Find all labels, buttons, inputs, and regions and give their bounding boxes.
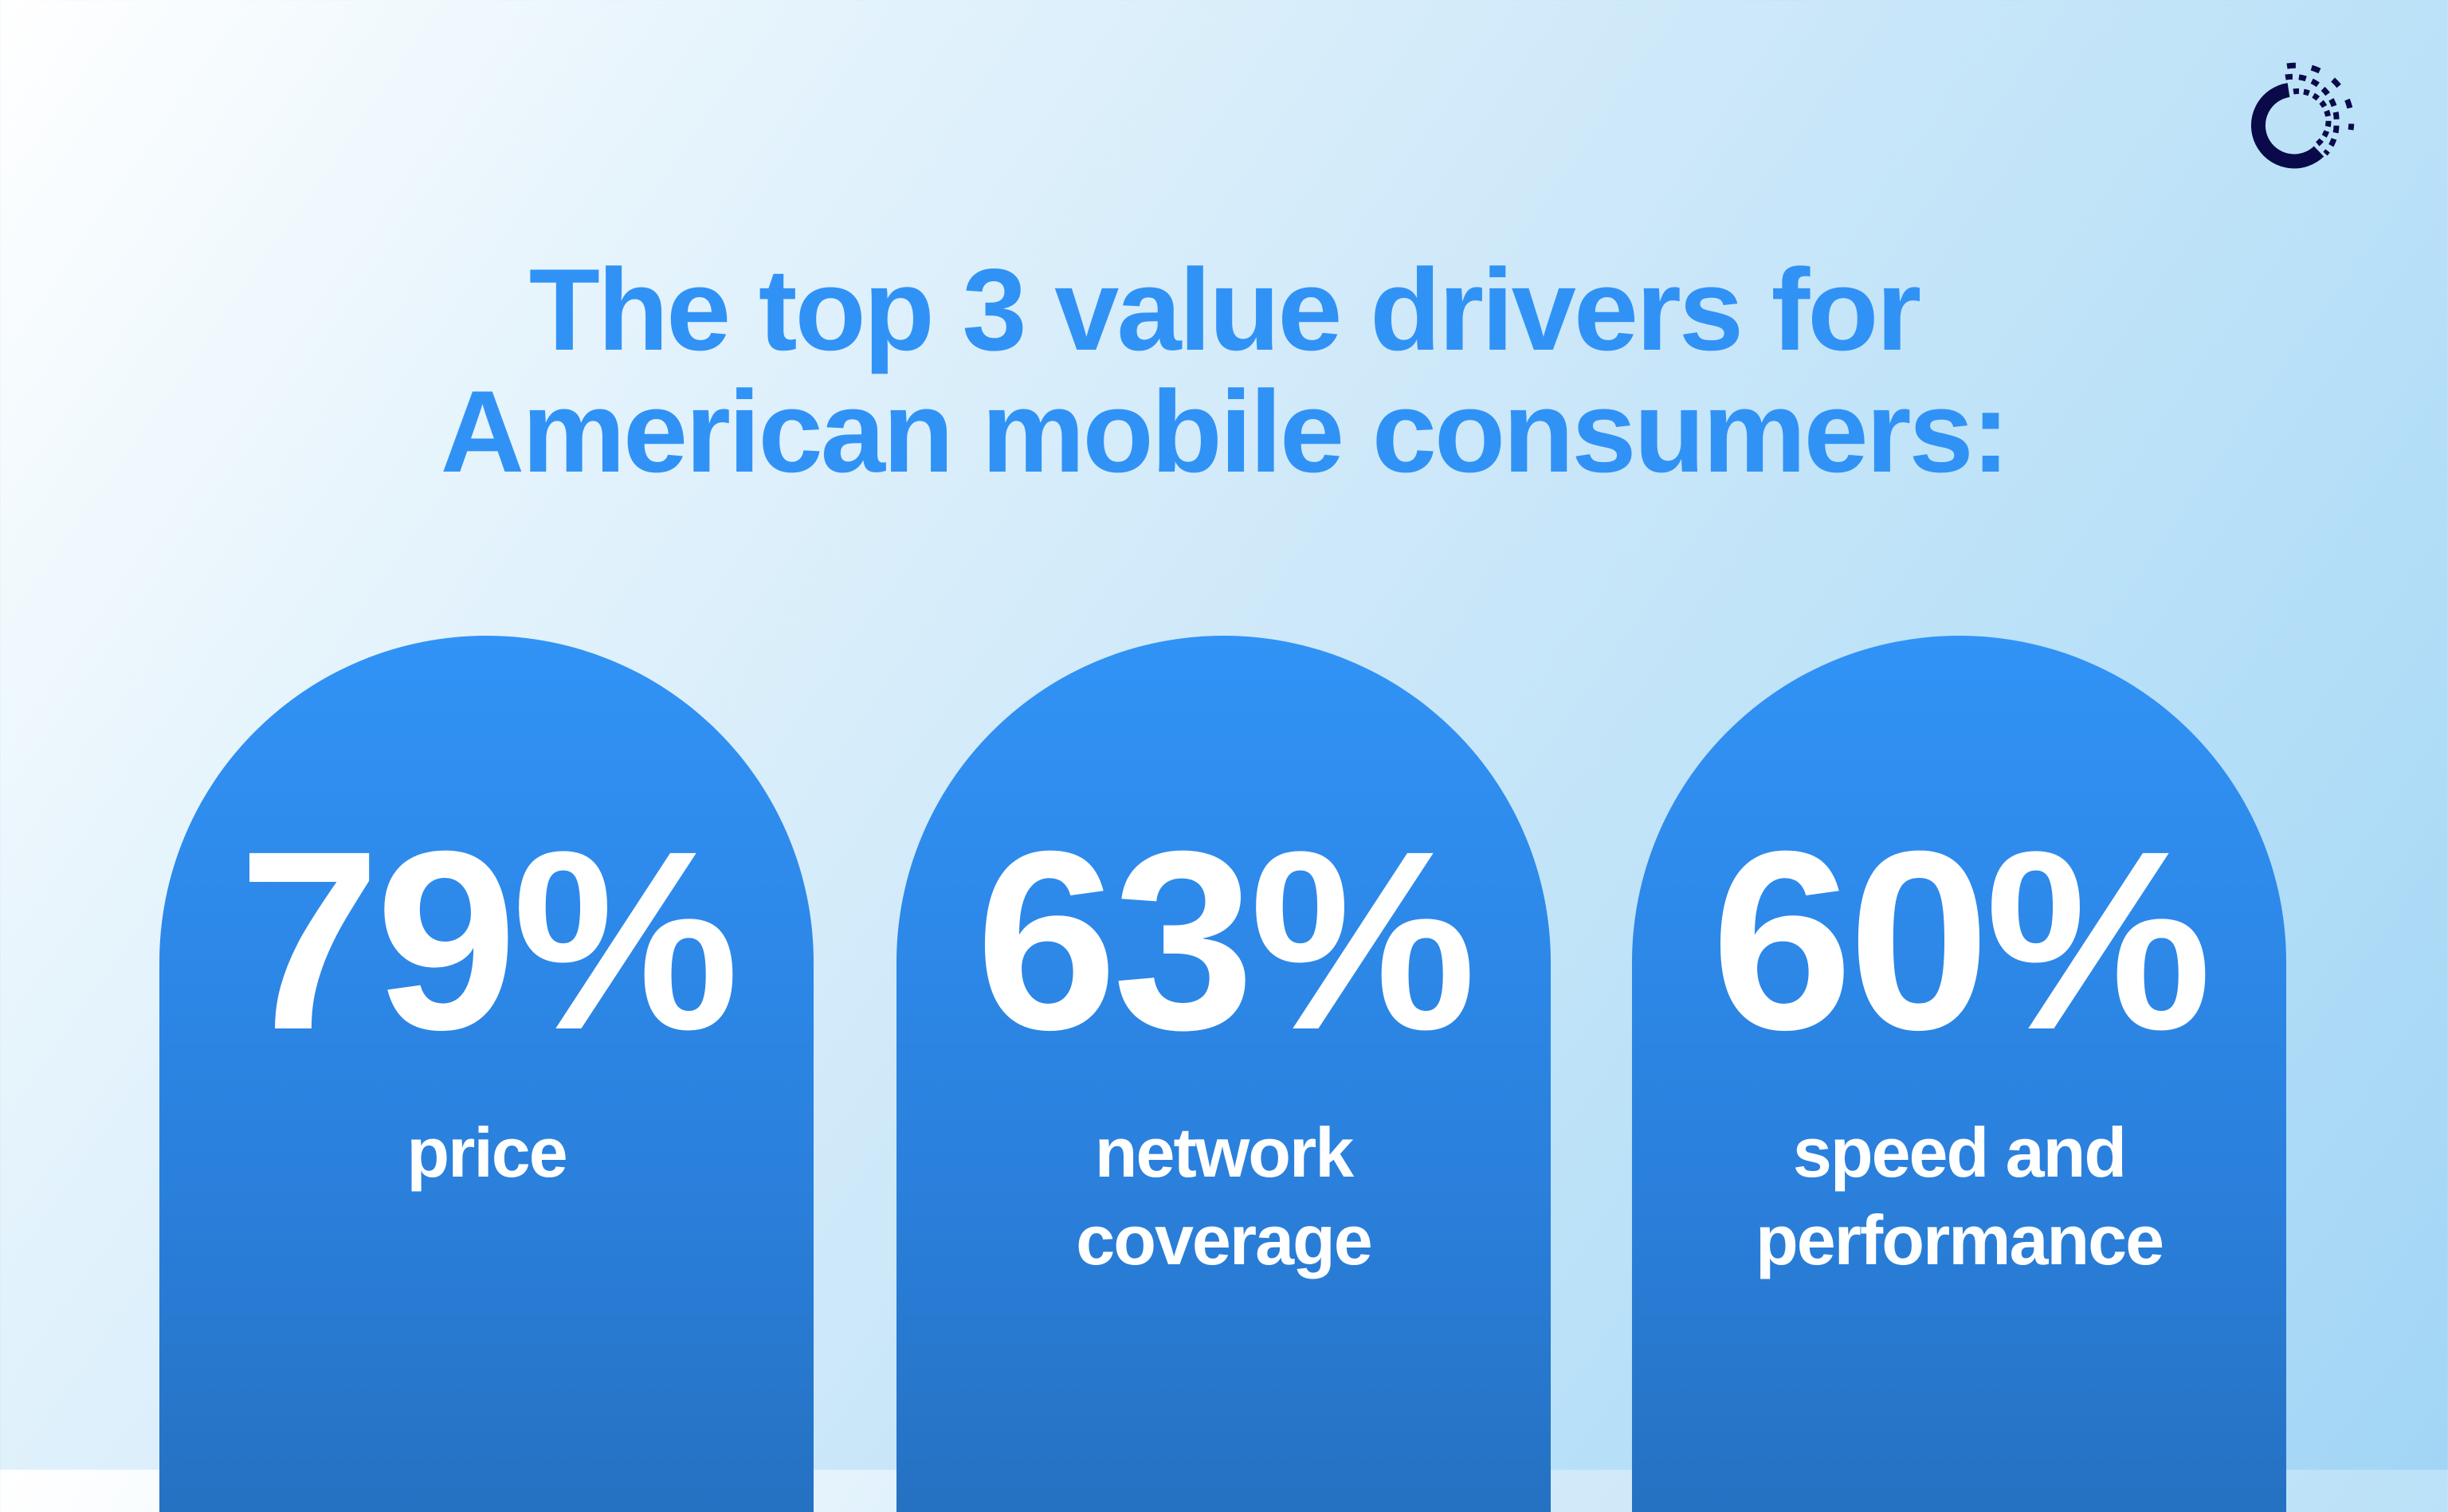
stat-label: price xyxy=(159,1109,814,1197)
stat-label-line: coverage xyxy=(1076,1201,1372,1279)
stat-card-price: 79% price xyxy=(159,636,814,1512)
stat-card-speed-performance: 60% speed and performance xyxy=(1632,636,2286,1512)
stat-value: 60% xyxy=(1711,797,2211,1083)
stat-value: 63% xyxy=(975,797,1476,1083)
stat-label-line: network xyxy=(1094,1113,1354,1192)
stat-label-line: performance xyxy=(1755,1201,2164,1279)
stat-label-line: price xyxy=(406,1113,567,1192)
title-line-2: American mobile consumers: xyxy=(440,366,2011,496)
stat-value: 79% xyxy=(238,797,739,1083)
stat-label-line: speed and xyxy=(1792,1113,2127,1192)
dashed-circle-logo-icon xyxy=(2250,62,2355,169)
stat-card-network-coverage: 63% network coverage xyxy=(896,636,1551,1512)
title-line-1: The top 3 value drivers for xyxy=(528,245,1922,374)
page-title: The top 3 value drivers for American mob… xyxy=(0,249,2448,492)
stat-label: network coverage xyxy=(896,1109,1551,1284)
stat-label: speed and performance xyxy=(1632,1109,2286,1284)
brand-logo xyxy=(2239,60,2359,179)
